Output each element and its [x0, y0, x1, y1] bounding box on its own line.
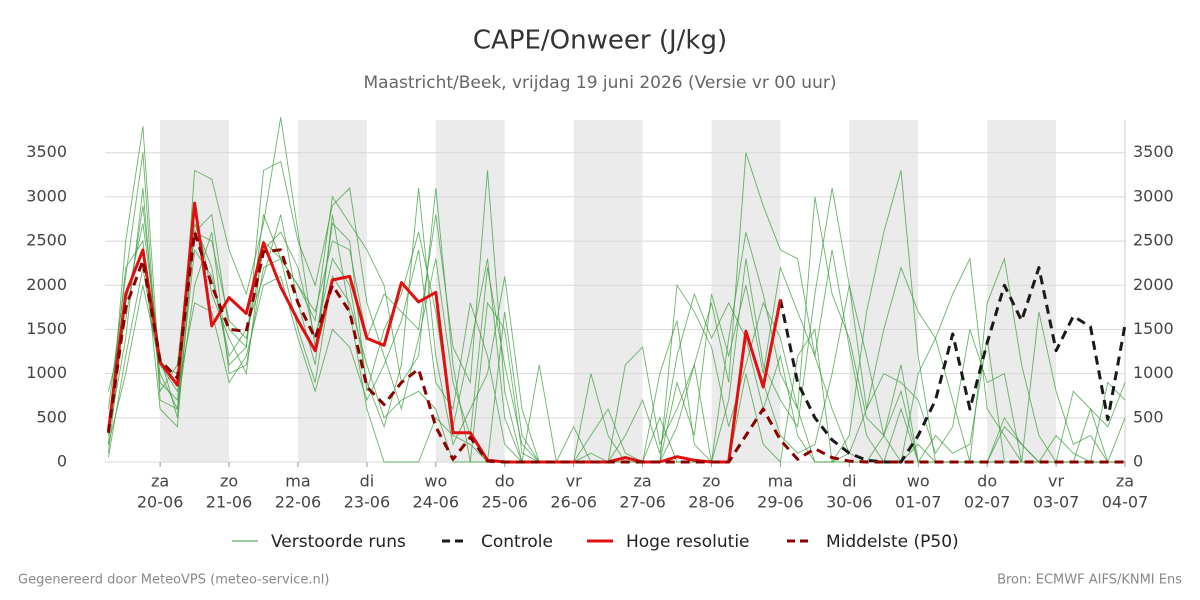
y2-tick-label: 3000: [1133, 186, 1174, 205]
x-tick-label: 29-06: [757, 493, 804, 512]
series-line: [778, 266, 1127, 464]
x-tick-weekday: do: [495, 472, 515, 491]
credit: Gegenereerd door MeteoVPS (meteo-service…: [18, 573, 329, 588]
x-tick-label: 22-06: [275, 493, 322, 512]
y2-tick-label: 2000: [1133, 275, 1174, 294]
chart-subtitle: Maastricht/Beek, vrijdag 19 juni 2026 (V…: [364, 73, 837, 93]
x-tick-label: 30-06: [826, 493, 873, 512]
x-tick-label: 25-06: [481, 493, 528, 512]
x-tick-weekday: di: [360, 472, 375, 491]
x-tick-label: 24-06: [413, 493, 460, 512]
legend-label: Middelste (P50): [826, 532, 959, 552]
day-shade: [160, 120, 230, 462]
series-line: [106, 201, 782, 464]
x-tick-weekday: di: [842, 472, 857, 491]
legend-label: Verstoorde runs: [271, 532, 406, 552]
day-shade: [711, 120, 781, 462]
series-line: [106, 230, 1125, 464]
x-tick-weekday: vr: [1048, 472, 1064, 491]
x-tick-weekday: do: [977, 472, 997, 491]
day-shade: [297, 120, 367, 462]
y2-tick-label: 0: [1133, 452, 1143, 471]
y2-tick-label: 2500: [1133, 231, 1174, 250]
x-tick-label: 26-06: [550, 493, 597, 512]
x-tick-weekday: za: [633, 472, 651, 491]
x-tick-label: 02-07: [964, 493, 1011, 512]
day-shade: [849, 120, 919, 462]
x-tick-weekday: za: [151, 472, 169, 491]
x-tick-weekday: zo: [702, 472, 720, 491]
x-tick-label: 23-06: [344, 493, 391, 512]
credit: Bron: ECMWF AIFS/KNMI Ens: [997, 573, 1182, 588]
chart-title: CAPE/Onweer (J/kg): [473, 26, 727, 56]
y-tick-label: 2000: [26, 275, 67, 294]
y-tick-label: 3500: [26, 142, 67, 161]
y-tick-label: 3000: [26, 186, 67, 205]
y-tick-label: 0: [57, 452, 67, 471]
x-tick-label: 20-06: [137, 493, 184, 512]
x-tick-weekday: za: [1116, 472, 1134, 491]
x-tick-weekday: wo: [907, 472, 930, 491]
y-tick-label: 2500: [26, 231, 67, 250]
day-shade: [435, 120, 505, 462]
x-tick-label: 27-06: [619, 493, 666, 512]
x-tick-weekday: zo: [220, 472, 238, 491]
x-tick-weekday: wo: [424, 472, 447, 491]
x-tick-weekday: vr: [566, 472, 582, 491]
y2-tick-label: 1000: [1133, 363, 1174, 382]
legend-label: Hoge resolutie: [626, 532, 750, 552]
x-tick-label: 21-06: [206, 493, 253, 512]
y2-tick-label: 500: [1133, 407, 1164, 426]
x-tick-label: 04-07: [1102, 493, 1149, 512]
x-tick-label: 03-07: [1033, 493, 1080, 512]
x-tick-label: 28-06: [688, 493, 735, 512]
y-tick-label: 1000: [26, 363, 67, 382]
y2-tick-label: 1500: [1133, 319, 1174, 338]
x-tick-label: 01-07: [895, 493, 942, 512]
x-tick-weekday: ma: [768, 472, 793, 491]
y-tick-label: 1500: [26, 319, 67, 338]
x-tick-weekday: ma: [285, 472, 310, 491]
legend-label: Controle: [481, 532, 553, 552]
y2-tick-label: 3500: [1133, 142, 1174, 161]
y-tick-label: 500: [36, 407, 67, 426]
